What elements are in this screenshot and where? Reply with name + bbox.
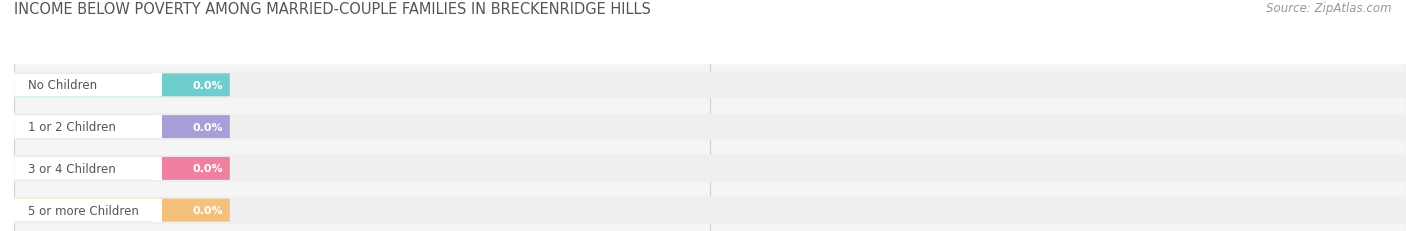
FancyBboxPatch shape [14,74,229,97]
Text: 0.0%: 0.0% [193,122,224,132]
Text: 0.0%: 0.0% [193,205,224,215]
FancyBboxPatch shape [14,116,160,138]
FancyBboxPatch shape [14,199,160,222]
Text: Source: ZipAtlas.com: Source: ZipAtlas.com [1267,2,1392,15]
Text: 5 or more Children: 5 or more Children [28,204,139,217]
FancyBboxPatch shape [14,155,1406,182]
FancyBboxPatch shape [14,157,160,180]
FancyBboxPatch shape [14,72,1406,99]
FancyBboxPatch shape [14,197,1406,224]
FancyBboxPatch shape [14,157,229,180]
FancyBboxPatch shape [14,199,229,222]
Text: 0.0%: 0.0% [193,164,224,174]
FancyBboxPatch shape [14,74,160,97]
Text: 0.0%: 0.0% [193,80,224,91]
FancyBboxPatch shape [153,199,162,222]
Text: No Children: No Children [28,79,97,92]
Text: 3 or 4 Children: 3 or 4 Children [28,162,115,175]
FancyBboxPatch shape [153,157,162,180]
FancyBboxPatch shape [14,116,229,138]
Text: INCOME BELOW POVERTY AMONG MARRIED-COUPLE FAMILIES IN BRECKENRIDGE HILLS: INCOME BELOW POVERTY AMONG MARRIED-COUPL… [14,2,651,17]
FancyBboxPatch shape [14,113,1406,140]
Text: 1 or 2 Children: 1 or 2 Children [28,121,115,134]
FancyBboxPatch shape [153,74,162,97]
FancyBboxPatch shape [14,65,1406,231]
FancyBboxPatch shape [153,116,162,138]
